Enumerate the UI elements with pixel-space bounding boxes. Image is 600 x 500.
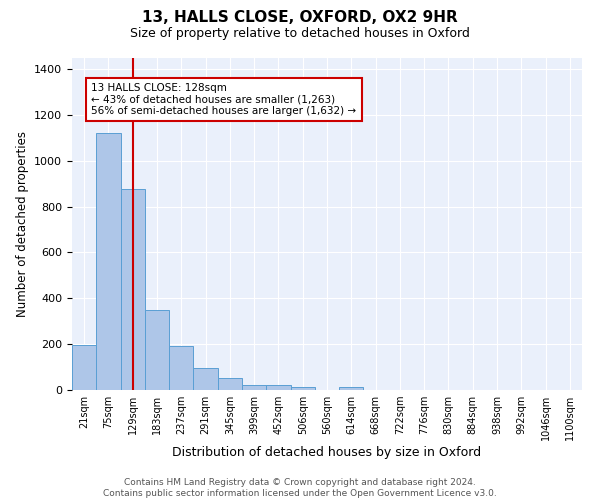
Bar xyxy=(218,378,242,390)
X-axis label: Distribution of detached houses by size in Oxford: Distribution of detached houses by size … xyxy=(172,446,482,458)
Bar xyxy=(96,133,121,390)
Text: Size of property relative to detached houses in Oxford: Size of property relative to detached ho… xyxy=(130,28,470,40)
Text: Contains HM Land Registry data © Crown copyright and database right 2024.
Contai: Contains HM Land Registry data © Crown c… xyxy=(103,478,497,498)
Bar xyxy=(242,384,266,390)
Y-axis label: Number of detached properties: Number of detached properties xyxy=(16,130,29,317)
Bar xyxy=(72,345,96,390)
Bar xyxy=(193,368,218,390)
Bar xyxy=(290,386,315,390)
Bar xyxy=(266,385,290,390)
Text: 13 HALLS CLOSE: 128sqm
← 43% of detached houses are smaller (1,263)
56% of semi-: 13 HALLS CLOSE: 128sqm ← 43% of detached… xyxy=(91,82,356,116)
Text: 13, HALLS CLOSE, OXFORD, OX2 9HR: 13, HALLS CLOSE, OXFORD, OX2 9HR xyxy=(142,10,458,25)
Bar xyxy=(121,189,145,390)
Bar xyxy=(145,310,169,390)
Bar xyxy=(339,387,364,390)
Bar xyxy=(169,346,193,390)
